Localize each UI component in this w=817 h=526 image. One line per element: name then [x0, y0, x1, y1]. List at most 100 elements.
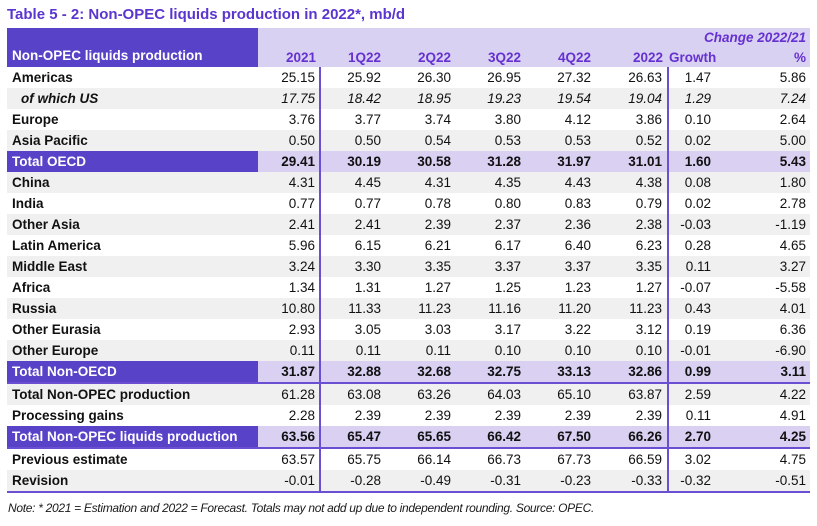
- cell-value: 0.77: [258, 193, 321, 214]
- cell-value: 4.91: [779, 408, 807, 423]
- cell-value: 0.78: [424, 196, 451, 211]
- cell-value: 0.11: [390, 340, 460, 361]
- cell-value: 2.39: [494, 408, 521, 423]
- cell-value: 0.52: [600, 130, 670, 151]
- cell-value: 0.11: [258, 340, 321, 361]
- cell-value: -0.31: [460, 470, 530, 493]
- table-row: Total Non-OPEC liquids production 63.56 65…: [7, 426, 811, 449]
- cell-value: 3.86: [600, 109, 670, 130]
- non-opec-liquids-production-table: Non-OPEC liquids production Change 2022/…: [7, 28, 811, 493]
- cell-value: 0.11: [668, 256, 719, 277]
- cell-value: 63.26: [390, 383, 460, 405]
- cell-value: 3.35: [600, 256, 670, 277]
- cell-value: 26.30: [417, 70, 451, 85]
- cell-value: 32.86: [600, 361, 670, 384]
- cell-value: 1.27: [424, 280, 451, 295]
- table-row: Middle East 3.24 3.30 3.35 3.37 3.37 3.35 0.11 3…: [7, 256, 811, 277]
- row-label: Europe: [12, 112, 59, 127]
- cell-value: 4.35: [460, 172, 530, 193]
- cell-value: 3.27: [718, 256, 811, 277]
- row-label: Africa: [12, 280, 51, 295]
- cell-value: 2.39: [390, 214, 460, 235]
- table-row: China 4.31 4.45 4.31 4.35 4.43 4.38 0.08 1.80: [7, 172, 811, 193]
- col-header-1q22: 1Q22: [320, 46, 390, 67]
- cell-value: 11.33: [320, 298, 390, 319]
- cell-value: 5.86: [779, 70, 807, 85]
- cell-value: 0.08: [668, 172, 719, 193]
- cell-value: 65.65: [390, 426, 460, 449]
- table-row: Processing gains 2.28 2.39 2.39 2.39 2.39 2.39…: [7, 405, 810, 426]
- col-header-2021: 2021: [258, 46, 320, 67]
- cell-value: -0.51: [718, 470, 811, 493]
- cell-value: 17.75: [258, 88, 321, 109]
- col-header-percent: %: [718, 46, 811, 67]
- cell-value: 63.08: [320, 383, 390, 405]
- cell-value: 26.95: [487, 70, 521, 85]
- cell-value: 2.39: [600, 405, 670, 426]
- cell-value: 31.97: [530, 151, 600, 172]
- table-row: Total Non-OPEC production 61.28 63.08 63.26…: [7, 383, 811, 405]
- cell-value: 25.15: [258, 67, 321, 88]
- cell-value: 32.75: [460, 361, 530, 384]
- cell-value: 63.57: [258, 448, 321, 470]
- cell-value: -5.58: [775, 280, 807, 295]
- cell-value: 10.80: [258, 298, 321, 319]
- cell-value: 3.12: [600, 319, 670, 340]
- row-label: Americas: [12, 70, 73, 85]
- row-label: Total Non-OPEC liquids production: [7, 426, 258, 449]
- cell-value: 4.22: [718, 383, 811, 405]
- cell-value: 0.10: [600, 340, 670, 361]
- row-label: Total OECD: [7, 151, 258, 172]
- cell-value: 2.41: [320, 214, 390, 235]
- cell-value: 3.02: [684, 452, 712, 467]
- cell-value: 4.65: [779, 238, 807, 253]
- table-row: Americas 25.15 25.92 26.30 26.95 27.32 26.63 1.…: [7, 67, 810, 88]
- cell-value: 6.40: [564, 238, 591, 253]
- cell-value: -0.32: [668, 470, 719, 493]
- row-label: Total Non-OPEC production: [7, 383, 258, 405]
- row-label: Asia Pacific: [7, 130, 258, 151]
- cell-value: 63.56: [258, 426, 321, 449]
- col-header-3q22: 3Q22: [460, 46, 530, 67]
- cell-value: 6.23: [600, 235, 670, 256]
- cell-value: 4.01: [718, 298, 811, 319]
- cell-value: 0.19: [684, 322, 712, 337]
- cell-value: 11.23: [390, 298, 460, 319]
- table-row: Africa 1.34 1.31 1.27 1.25 1.23 1.27 -0.07 -5.58: [7, 277, 810, 298]
- cell-value: 63.87: [600, 383, 670, 405]
- table-row: Revision -0.01 -0.28 -0.49 -0.31 -0.23 -0.33 -0…: [7, 470, 811, 493]
- cell-value: 64.03: [460, 383, 530, 405]
- cell-value: 4.45: [320, 172, 390, 193]
- cell-value: 65.47: [320, 426, 390, 449]
- cell-value: 1.60: [668, 151, 719, 172]
- cell-value: 3.03: [424, 322, 451, 337]
- cell-value: 67.73: [557, 452, 591, 467]
- cell-value: 3.30: [320, 256, 390, 277]
- row-label: Other Asia: [7, 214, 258, 235]
- cell-value: 2.39: [564, 408, 591, 423]
- cell-value: 1.80: [718, 172, 811, 193]
- cell-value: 26.63: [600, 67, 670, 88]
- table-row: Total Non-OECD 31.87 32.88 32.68 32.75 33.13 3…: [7, 361, 811, 384]
- cell-value: 2.38: [600, 214, 670, 235]
- cell-value: 0.02: [668, 130, 719, 151]
- cell-value: 1.31: [354, 280, 381, 295]
- cell-value: 4.75: [779, 452, 807, 467]
- cell-value: 1.34: [258, 277, 321, 298]
- cell-value: 0.10: [460, 340, 530, 361]
- table-row: Latin America 5.96 6.15 6.21 6.17 6.40 6.23 0.2…: [7, 235, 810, 256]
- cell-value: 66.59: [600, 448, 670, 470]
- cell-value: 11.20: [530, 298, 600, 319]
- cell-value: 19.04: [600, 88, 670, 109]
- row-label: of which US: [7, 88, 258, 109]
- cell-value: 0.11: [685, 408, 712, 423]
- row-label: India: [12, 196, 44, 211]
- cell-value: 66.26: [600, 426, 670, 449]
- cell-value: 27.32: [557, 70, 591, 85]
- cell-value: 4.43: [530, 172, 600, 193]
- cell-value: 30.19: [320, 151, 390, 172]
- col-header-2q22: 2Q22: [390, 46, 460, 67]
- col-header-growth: Growth: [668, 46, 719, 67]
- cell-value: -1.19: [718, 214, 811, 235]
